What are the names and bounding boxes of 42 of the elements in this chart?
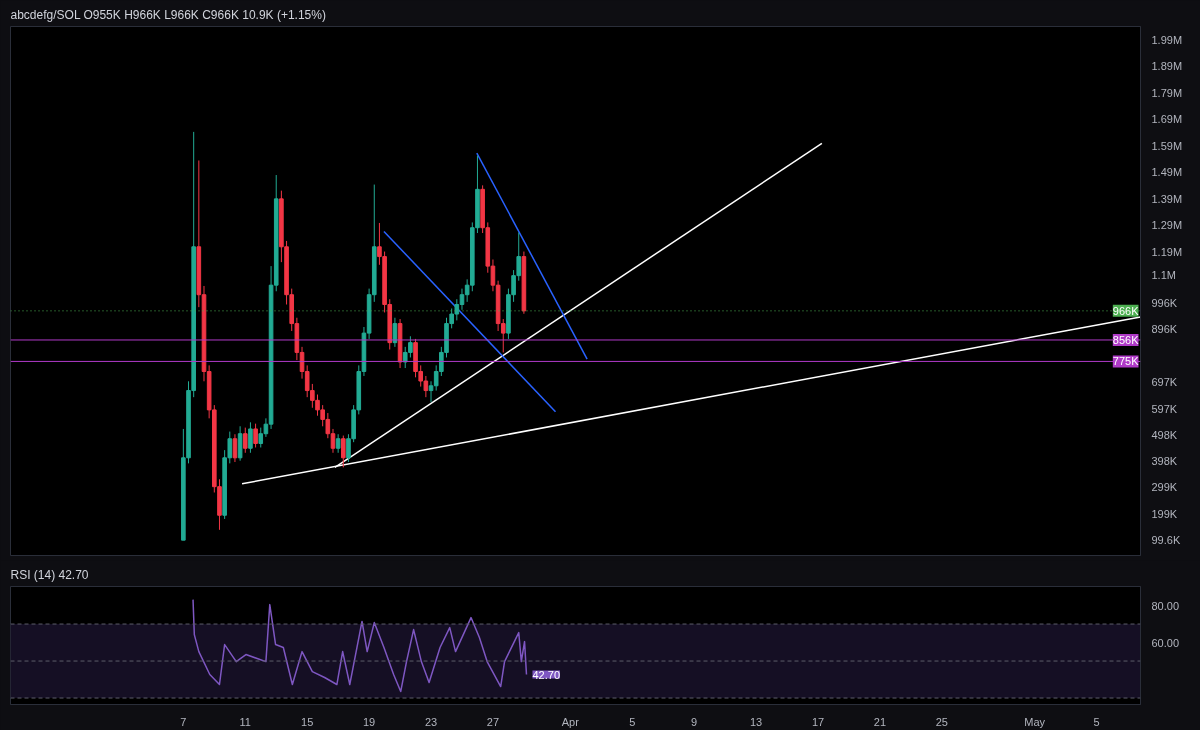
x-tick-label: 15: [301, 715, 314, 728]
x-tick-label: 17: [811, 715, 825, 728]
x-tick-label: 21: [873, 715, 887, 728]
y-tick-label: 1.69M: [1151, 113, 1183, 126]
y-tick-label: 597K: [1151, 402, 1178, 415]
y-tick-label: 1.1M: [1151, 269, 1176, 282]
y-tick-label: 99.6K: [1151, 534, 1181, 547]
y-tick-label: 896K: [1151, 323, 1178, 336]
chart-title: abcdefg/SOL O955K H966K L966K C966K 10.9K (+1.15%): [10, 7, 326, 22]
y-tick-label: 1.79M: [1151, 86, 1183, 99]
x-tick-label: 13: [749, 715, 763, 728]
ref-line-label: 856K: [1112, 333, 1140, 346]
y-tick-label: 1.89M: [1151, 60, 1183, 73]
y-tick-label: 996K: [1151, 296, 1178, 309]
x-tick-label: May: [1024, 715, 1046, 728]
x-tick-label: 7: [180, 715, 187, 728]
y-tick-label: 398K: [1151, 455, 1178, 468]
y-tick-label: 1.59M: [1151, 139, 1183, 152]
ref-line-label: 966K: [1112, 304, 1140, 317]
x-tick-label: 23: [424, 715, 438, 728]
x-tick-label: 5: [1093, 715, 1100, 728]
x-tick-label: 19: [362, 715, 376, 728]
y-tick-label: 1.39M: [1151, 192, 1183, 205]
y-tick-label: 1.99M: [1151, 33, 1183, 46]
y-tick-label: 60.00: [1151, 636, 1180, 649]
y-tick-label: 1.29M: [1151, 219, 1183, 232]
y-tick-label: 80.00: [1151, 599, 1180, 612]
y-tick-label: 498K: [1151, 428, 1178, 441]
x-tick-label: 5: [629, 715, 636, 728]
x-tick-label: Apr: [561, 715, 580, 728]
x-tick-label: 25: [935, 715, 948, 728]
x-tick-label: 27: [486, 715, 500, 728]
x-tick-label: 11: [239, 715, 251, 728]
y-tick-label: 1.49M: [1151, 166, 1183, 179]
ref-line-label: 775K: [1112, 355, 1140, 368]
data-label: 42.70: [532, 668, 561, 681]
y-tick-label: 199K: [1151, 507, 1178, 520]
y-tick-label: 697K: [1151, 376, 1178, 389]
y-tick-label: 1.19M: [1151, 245, 1183, 258]
chart-title: RSI (14) 42.70: [10, 567, 89, 582]
y-tick-label: 299K: [1151, 481, 1178, 494]
x-tick-label: 9: [691, 715, 698, 728]
